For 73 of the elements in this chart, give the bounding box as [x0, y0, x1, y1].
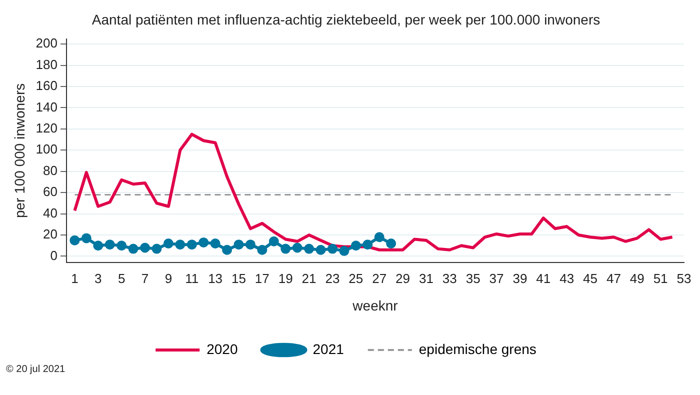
point: [374, 232, 384, 242]
y-tick-label: 80: [43, 162, 58, 178]
x-tick-label: 43: [560, 270, 574, 286]
point: [245, 240, 256, 250]
point: [362, 240, 373, 250]
x-tick-label: 35: [466, 270, 480, 286]
point: [292, 242, 302, 253]
x-tick-label: 19: [278, 270, 293, 286]
y-tick-label: 60: [43, 184, 58, 200]
point: [152, 244, 162, 254]
y-tick-label: 40: [43, 205, 58, 220]
point: [316, 244, 326, 255]
y-tick-label: 0: [50, 248, 58, 263]
x-tick-label: 7: [141, 270, 149, 286]
point: [81, 233, 92, 244]
x-tick-label: 49: [630, 270, 644, 286]
point: [280, 244, 291, 254]
point: [128, 244, 138, 254]
point: [210, 238, 220, 249]
chart-title: Aantal patiënten met influenza-achtig ziektebeeld, per week per 100.000 inwoners: [92, 11, 600, 28]
point: [339, 246, 350, 256]
x-tick-label: 1: [71, 270, 78, 286]
point: [327, 244, 338, 254]
x-tick-label: 45: [583, 270, 598, 286]
y-tick-label: 140: [36, 99, 58, 114]
point: [140, 242, 150, 253]
y-tick-label: 100: [36, 142, 58, 157]
x-tick-label: 47: [606, 270, 621, 286]
text: © 20 jul 2021: [6, 364, 66, 375]
x-tick-label: 53: [676, 270, 692, 286]
point: [234, 240, 244, 250]
y-axis-title: per 100 000 inwoners: [11, 83, 28, 218]
point: [257, 244, 268, 255]
x-tick-label: 9: [164, 270, 172, 286]
point: [104, 240, 115, 250]
point: [116, 240, 127, 251]
y-tick-label: 120: [36, 120, 58, 136]
point: [304, 244, 314, 254]
point: [70, 235, 80, 246]
x-tick-label: 13: [208, 270, 223, 286]
point: [198, 237, 209, 248]
x-tick-label: 41: [536, 270, 551, 286]
x-tick-label: 5: [118, 270, 126, 286]
point: [350, 240, 361, 251]
point: [175, 240, 186, 250]
x-axis-title: weeknr: [352, 297, 398, 314]
y-tick-label: 180: [36, 56, 58, 72]
point: [186, 240, 197, 250]
legend-label: 2020: [206, 340, 238, 357]
x-tick-label: 51: [653, 270, 668, 286]
point: [163, 238, 174, 249]
x-tick-label: 39: [512, 270, 528, 286]
x-tick-label: 17: [254, 270, 270, 286]
x-tick-label: 27: [372, 270, 387, 286]
y-tick-label: 160: [36, 78, 58, 94]
y-tick-label: 200: [36, 36, 58, 51]
legend-label: epidemische grens: [418, 340, 536, 357]
point: [93, 240, 104, 251]
x-tick-label: 23: [325, 270, 340, 286]
point: [386, 238, 396, 249]
x-tick-label: 31: [418, 270, 434, 286]
y-tick-label: 20: [43, 226, 58, 242]
x-tick-label: 21: [302, 270, 316, 286]
x-tick-label: 29: [396, 270, 410, 286]
x-tick-label: 3: [94, 270, 102, 286]
point: [222, 244, 232, 255]
x-tick-label: 25: [348, 270, 364, 286]
point: [268, 236, 279, 246]
x-tick-label: 33: [442, 270, 457, 286]
x-tick-label: 15: [232, 270, 246, 286]
legend-label: 2021: [312, 340, 344, 357]
x-tick-label: 11: [185, 270, 199, 286]
x-tick-label: 37: [489, 270, 504, 286]
